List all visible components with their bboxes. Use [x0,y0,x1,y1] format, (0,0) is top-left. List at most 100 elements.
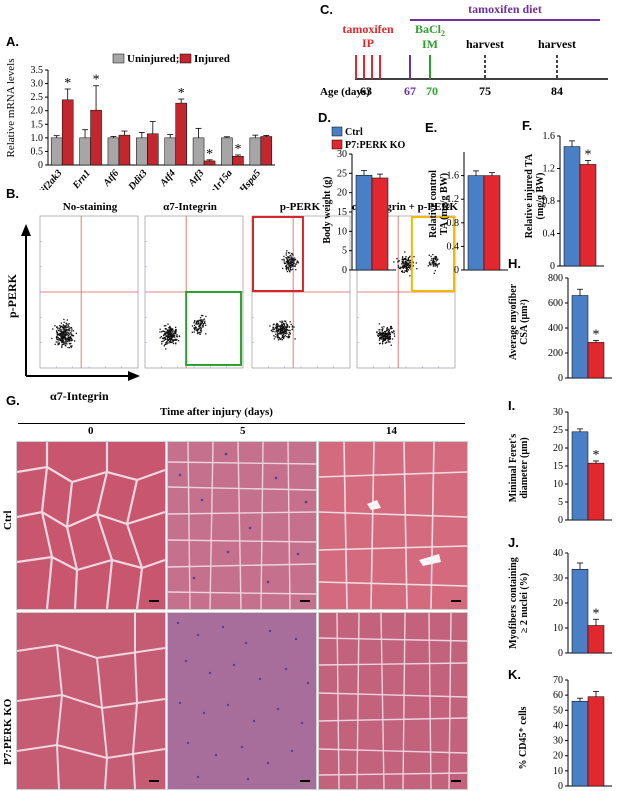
histology-ko-day5-image [168,613,316,789]
event-dot [172,341,174,343]
event-dot [408,260,410,262]
event-dot [284,262,287,264]
event-dot [60,335,62,337]
event-dot [170,330,172,332]
event-dot [168,332,171,334]
event-dot [431,262,433,264]
event-dot [278,332,280,335]
event-dot [409,255,411,258]
bar-Hspa5-Injured [260,136,273,166]
event-dot [64,337,66,339]
event-dot [166,338,168,341]
event-dot [166,332,169,334]
event-dot [168,338,170,341]
event-dot [412,264,414,267]
event-dot [279,329,282,332]
event-dot [397,261,399,263]
bacl2-label: BaCl2 [415,22,445,38]
event-dot [61,326,64,329]
event-dot [286,333,288,335]
event-dot [64,325,66,327]
event-dot [284,325,286,327]
event-dot [406,271,408,273]
event-dot [161,343,163,345]
event-dot [68,336,70,339]
event-dot [63,330,65,332]
title-no-staining: No-staining [63,201,118,213]
event-dot [66,331,68,333]
event-dot [405,258,407,261]
event-dot [63,331,65,333]
significance-star: * [593,328,600,343]
event-dot [276,327,278,329]
event-dot [385,333,387,336]
event-dot [288,326,291,328]
row-ko-label: P7:PERK KO [2,698,14,765]
event-dot [434,255,436,258]
event-dot [162,340,164,342]
event-dot [275,324,277,326]
event-dot [163,334,165,336]
event-dot [67,333,69,335]
event-dot [162,330,165,332]
gate-green [185,291,243,366]
event-dot [67,332,70,334]
event-dot [288,264,290,267]
event-dot [387,329,389,331]
event-dot [59,334,61,336]
event-dot [71,339,74,341]
event-dot [163,333,166,335]
event-dot [286,262,288,264]
y-tick-label: 25 [337,168,347,179]
event-dot [194,327,197,329]
y-tick-label: 20 [337,188,347,199]
event-dot [291,328,293,331]
event-dot [381,333,383,335]
panel-b: No-staining α7-Integrin p-PERK α7-Integr… [0,196,470,406]
event-dot [56,338,58,340]
event-dot [203,321,206,324]
event-dot [405,256,407,258]
event-dot [393,261,395,263]
event-dot [173,334,175,337]
event-dot [281,324,284,326]
event-dot [433,263,435,266]
flow-plot-2 [251,215,351,369]
event-dot [166,343,168,345]
event-dot [69,339,71,341]
event-dot [285,252,288,254]
y-tick-label: 30 [337,149,347,160]
event-dot [376,331,378,334]
event-dot [171,336,174,338]
event-dot [70,333,73,335]
event-dot [61,340,63,342]
event-dot [55,341,57,343]
event-dot [202,319,204,321]
event-dot [65,333,67,336]
event-dot [198,331,201,334]
event-dot [164,330,166,333]
event-dot [277,336,279,338]
event-dot [57,344,59,346]
event-dot [404,270,406,272]
event-dot [165,328,168,330]
event-dot [197,321,199,323]
event-dot [403,265,406,267]
event-dot [278,336,280,339]
bar-P7:PERK KO [587,625,605,654]
event-dot [287,262,290,264]
event-dot [67,338,70,340]
event-dot [398,267,401,270]
event-dot [437,258,439,260]
event-dot [284,328,286,330]
event-dot [291,261,294,264]
event-dot [376,331,378,333]
event-dot [58,339,60,342]
event-dot [383,333,385,335]
event-dot [65,339,67,341]
event-dot [65,324,67,327]
event-dot [291,257,293,259]
age-84: 84 [551,84,563,98]
event-dot [273,335,275,337]
event-dot [283,332,285,334]
